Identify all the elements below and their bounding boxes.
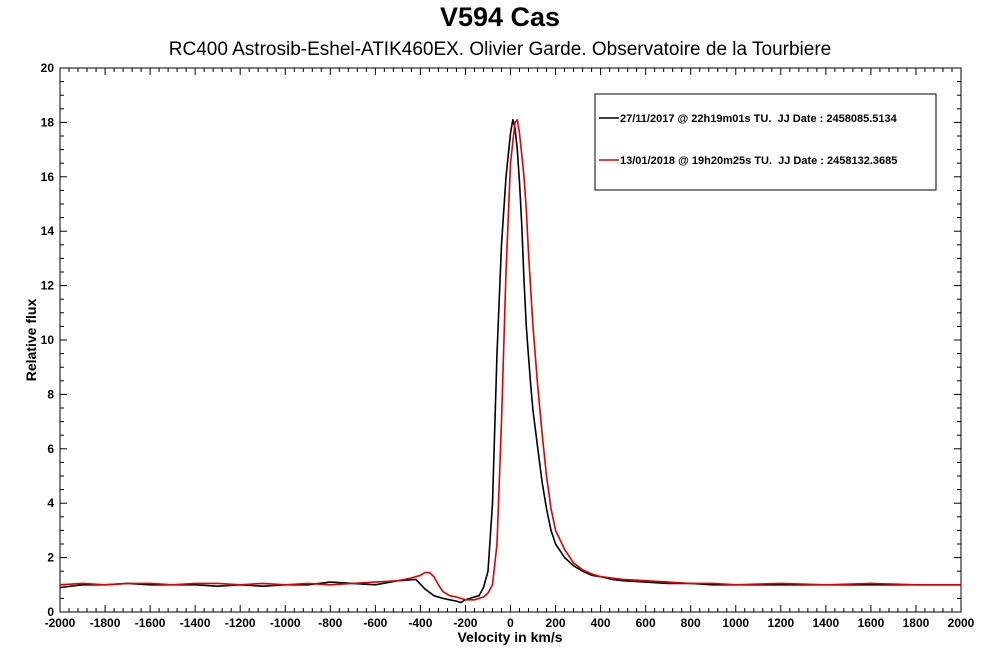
x-tick-label: 200 [546,616,566,630]
x-tick-label: 0 [507,616,514,630]
legend: 27/11/2017 @ 22h19m01s TU. JJ Date : 245… [594,93,937,191]
y-tick-label: 20 [41,61,55,75]
x-tick-label: 800 [681,616,701,630]
y-tick-label: 0 [47,605,54,619]
chart-subtitle: RC400 Astrosib-Eshel-ATIK460EX. Olivier … [168,39,832,60]
y-tick-label: 18 [41,115,55,129]
y-tick-label: 2 [47,551,54,565]
y-tick-label: 8 [47,387,54,401]
x-tick-label: -1400 [180,616,211,630]
x-tick-label: 1000 [722,616,749,630]
x-tick-label: 1400 [812,616,839,630]
x-tick-label: 400 [591,616,611,630]
y-tick-label: 12 [41,279,55,293]
x-tick-label: -1600 [135,616,166,630]
legend-entry: 27/11/2017 @ 22h19m01s TU. JJ Date : 245… [620,113,898,125]
legend-box [594,93,937,191]
x-tick-label: -400 [408,616,432,630]
x-tick-label: -2000 [45,616,76,630]
y-axis-label: Relative flux [23,299,39,382]
x-tick-label: -600 [363,616,387,630]
x-tick-label: -800 [318,616,342,630]
y-tick-label: 16 [41,170,55,184]
x-tick-label: 600 [636,616,656,630]
y-tick-label: 6 [47,442,54,456]
x-tick-label: 1600 [858,616,885,630]
axis-ticks: -2000 -1800 -1600 -1400 -1200 -1000 -800 -600 -4… [41,61,975,630]
y-tick-label: 10 [41,333,55,347]
series-layer [60,118,961,604]
series-line-1 [60,118,961,604]
chart-title: V594 Cas [439,2,561,32]
x-axis-label: Velocity in km/s [457,629,562,645]
series-line-2 [60,118,961,601]
x-tick-label: 2000 [948,616,975,630]
x-tick-label: -1000 [270,616,301,630]
x-tick-label: -1200 [225,616,256,630]
x-tick-label: 1800 [903,616,930,630]
y-tick-label: 4 [47,496,54,510]
legend-entry: 13/01/2018 @ 19h20m25s TU. JJ Date : 245… [620,155,897,167]
x-tick-label: -1800 [90,616,121,630]
x-tick-label: -200 [453,616,477,630]
y-tick-label: 14 [41,224,55,238]
x-tick-label: 1200 [767,616,794,630]
